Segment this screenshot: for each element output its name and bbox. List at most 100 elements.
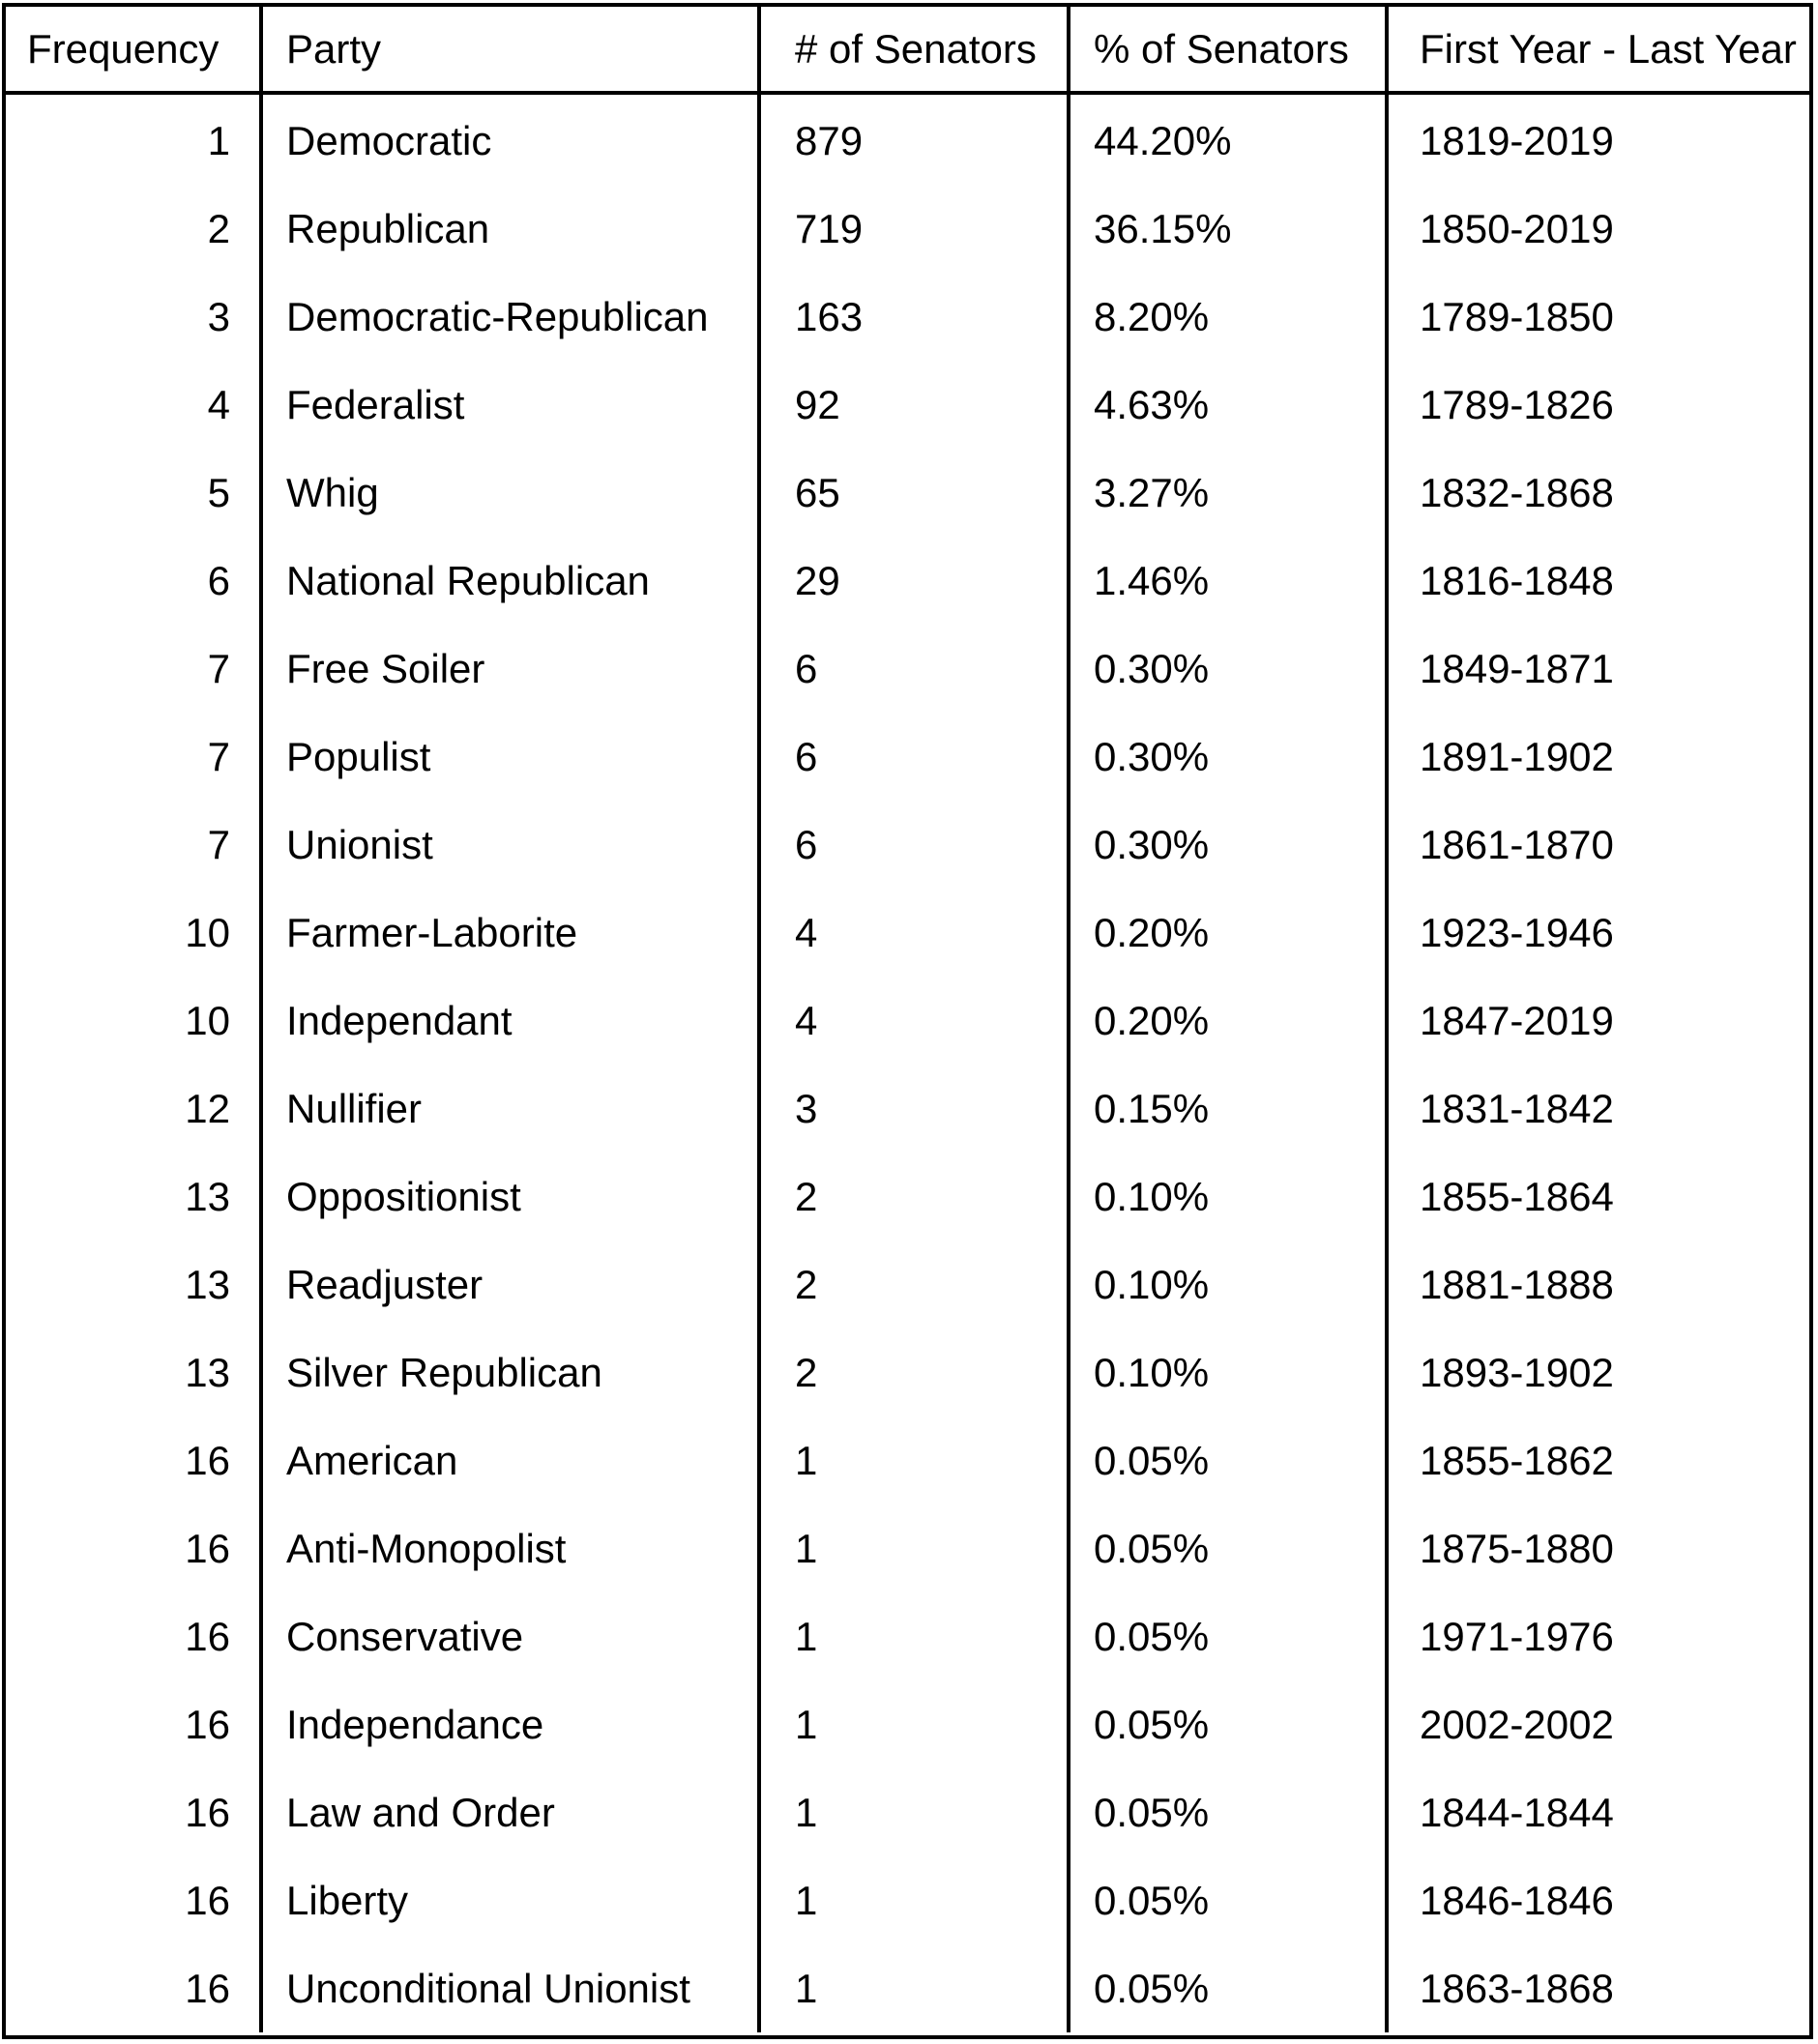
table-row: 13 Readjuster 2 0.10% 1881-1888 [6,1241,1809,1329]
cell-party: Democratic-Republican [259,273,759,361]
cell-num-senators: 92 [757,361,1069,449]
cell-frequency: 5 [207,469,230,515]
cell-years: 1861-1870 [1385,801,1809,889]
table-row: 1 Democratic 879 44.20% 1819-2019 [6,93,1809,185]
cell-num-senators: 163 [757,273,1069,361]
table-row: 2 Republican 719 36.15% 1850-2019 [6,185,1809,273]
header-row: Frequency Party # of Senators % of Senat… [6,7,1809,95]
cell-party: Nullifier [259,1065,759,1153]
cell-years: 1844-1844 [1385,1768,1809,1856]
table-row: 3 Democratic-Republican 163 8.20% 1789-1850 [6,273,1809,361]
cell-num-senators: 6 [757,801,1069,889]
cell-num-senators: 2 [757,1241,1069,1329]
cell-frequency: 16 [185,1965,230,2011]
table-row: 16 Independance 1 0.05% 2002-2002 [6,1680,1809,1768]
cell-frequency: 10 [185,997,230,1043]
cell-party: Republican [259,185,759,273]
cell-years: 1819-2019 [1385,93,1809,185]
cell-num-senators: 6 [757,713,1069,801]
cell-frequency: 13 [185,1261,230,1307]
table-row: 16 Liberty 1 0.05% 1846-1846 [6,1856,1809,1944]
cell-party: American [259,1416,759,1504]
cell-party: National Republican [259,537,759,625]
data-table: Frequency Party # of Senators % of Senat… [6,7,1809,2032]
cell-pct-senators: 44.20% [1067,93,1387,185]
cell-frequency: 4 [207,381,230,427]
cell-num-senators: 29 [757,537,1069,625]
cell-pct-senators: 0.15% [1067,1065,1387,1153]
cell-party: Liberty [259,1856,759,1944]
cell-party: Law and Order [259,1768,759,1856]
table-row: 7 Populist 6 0.30% 1891-1902 [6,713,1809,801]
cell-pct-senators: 0.10% [1067,1153,1387,1241]
cell-pct-senators: 0.20% [1067,889,1387,977]
cell-frequency: 3 [207,293,230,339]
cell-party: Anti-Monopolist [259,1504,759,1592]
cell-pct-senators: 0.10% [1067,1329,1387,1416]
cell-years: 1923-1946 [1385,889,1809,977]
cell-frequency: 13 [185,1173,230,1219]
cell-pct-senators: 0.20% [1067,977,1387,1065]
cell-num-senators: 6 [757,625,1069,713]
cell-party: Independant [259,977,759,1065]
cell-party: Populist [259,713,759,801]
cell-years: 1789-1826 [1385,361,1809,449]
table-row: 12 Nullifier 3 0.15% 1831-1842 [6,1065,1809,1153]
cell-years: 1849-1871 [1385,625,1809,713]
table-row: 16 American 1 0.05% 1855-1862 [6,1416,1809,1504]
cell-num-senators: 4 [757,889,1069,977]
cell-frequency: 1 [207,117,230,163]
header-party: Party [259,7,759,95]
cell-num-senators: 1 [757,1592,1069,1680]
cell-years: 1855-1864 [1385,1153,1809,1241]
cell-party: Democratic [259,93,759,185]
cell-num-senators: 2 [757,1153,1069,1241]
cell-years: 1850-2019 [1385,185,1809,273]
cell-party: Free Soiler [259,625,759,713]
cell-party: Conservative [259,1592,759,1680]
cell-pct-senators: 1.46% [1067,537,1387,625]
cell-frequency: 2 [207,205,230,251]
table-row: 16 Anti-Monopolist 1 0.05% 1875-1880 [6,1504,1809,1592]
cell-pct-senators: 0.05% [1067,1416,1387,1504]
cell-years: 1875-1880 [1385,1504,1809,1592]
header-frequency: Frequency [6,7,261,95]
cell-pct-senators: 4.63% [1067,361,1387,449]
cell-party: Whig [259,449,759,537]
header-years: First Year - Last Year [1385,7,1809,95]
table-body: 1 Democratic 879 44.20% 1819-2019 2 Republican… [6,93,1809,2032]
cell-frequency: 13 [185,1349,230,1395]
cell-frequency: 10 [185,909,230,955]
cell-years: 1789-1850 [1385,273,1809,361]
table-row: 4 Federalist 92 4.63% 1789-1826 [6,361,1809,449]
table-row: 13 Oppositionist 2 0.10% 1855-1864 [6,1153,1809,1241]
cell-party: Unconditional Unionist [259,1944,759,2032]
cell-years: 1846-1846 [1385,1856,1809,1944]
table-row: 16 Unconditional Unionist 1 0.05% 1863-1868 [6,1944,1809,2032]
cell-num-senators: 4 [757,977,1069,1065]
cell-frequency: 16 [185,1877,230,1923]
cell-years: 1831-1842 [1385,1065,1809,1153]
cell-years: 1816-1848 [1385,537,1809,625]
cell-pct-senators: 0.05% [1067,1944,1387,2032]
cell-pct-senators: 0.05% [1067,1856,1387,1944]
cell-pct-senators: 0.10% [1067,1241,1387,1329]
cell-frequency: 12 [185,1085,230,1131]
cell-frequency: 16 [185,1525,230,1571]
cell-pct-senators: 36.15% [1067,185,1387,273]
cell-num-senators: 879 [757,93,1069,185]
cell-pct-senators: 3.27% [1067,449,1387,537]
cell-years: 2002-2002 [1385,1680,1809,1768]
cell-frequency: 16 [185,1789,230,1835]
header-num-senators: # of Senators [757,7,1069,95]
table-row: 6 National Republican 29 1.46% 1816-1848 [6,537,1809,625]
table-row: 5 Whig 65 3.27% 1832-1868 [6,449,1809,537]
cell-pct-senators: 8.20% [1067,273,1387,361]
cell-num-senators: 65 [757,449,1069,537]
cell-num-senators: 3 [757,1065,1069,1153]
cell-party: Silver Republican [259,1329,759,1416]
table-row: 10 Independant 4 0.20% 1847-2019 [6,977,1809,1065]
cell-years: 1971-1976 [1385,1592,1809,1680]
table-row: 7 Free Soiler 6 0.30% 1849-1871 [6,625,1809,713]
cell-frequency: 16 [185,1701,230,1747]
